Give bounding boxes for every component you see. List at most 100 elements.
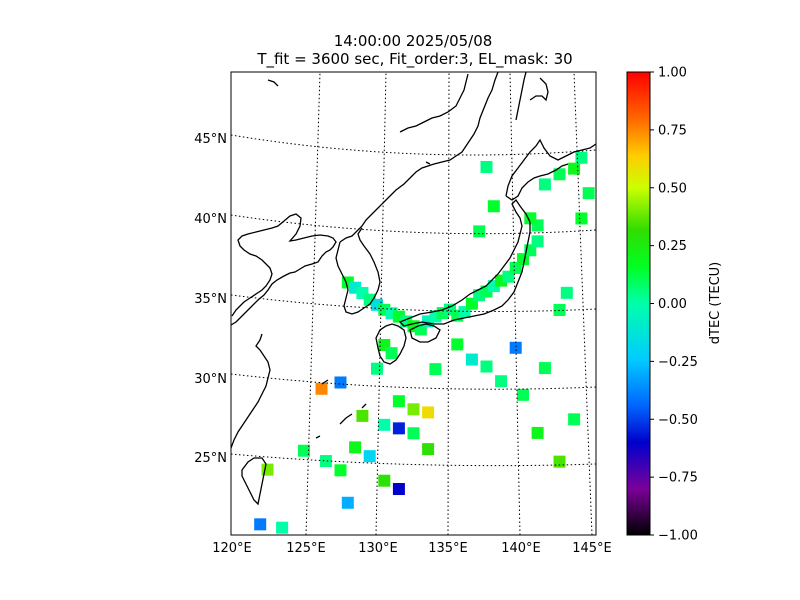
dtec-cell bbox=[363, 450, 376, 463]
dtec-cell bbox=[553, 168, 566, 181]
colorbar-fill bbox=[627, 72, 650, 535]
coastline-taiwan bbox=[241, 457, 267, 506]
dtec-cell bbox=[509, 341, 522, 354]
meridian-125 bbox=[305, 72, 321, 535]
lat-tick-label: 30°N bbox=[194, 372, 227, 387]
dtec-cell bbox=[276, 521, 289, 534]
dtec-cell bbox=[334, 376, 347, 389]
dtec-cell bbox=[261, 463, 274, 476]
parallel-30 bbox=[231, 373, 596, 390]
dtec-cell bbox=[422, 443, 435, 456]
parallel-45 bbox=[231, 134, 596, 156]
coastline-ryukyu bbox=[315, 379, 367, 439]
dtec-cell bbox=[568, 162, 581, 175]
coastline-kyushu bbox=[375, 323, 407, 365]
longitude-tick-labels: 120°E 125°E 130°E 135°E 140°E 145°E bbox=[212, 541, 612, 556]
coastlines bbox=[231, 72, 596, 506]
dtec-cell bbox=[473, 225, 486, 238]
dtec-cell bbox=[487, 200, 500, 213]
colorbar-tick-label: 1.00 bbox=[658, 66, 687, 81]
dtec-cell bbox=[429, 363, 442, 376]
colorbar-label: dTEC (TECU) bbox=[708, 262, 723, 345]
coastline-honshu bbox=[398, 198, 531, 327]
dtec-cell bbox=[319, 455, 332, 468]
parallel-25 bbox=[231, 453, 596, 467]
dtec-cell bbox=[371, 362, 383, 375]
meridian-140 bbox=[509, 72, 521, 535]
colorbar-tick-label: −0.25 bbox=[658, 355, 698, 370]
chart-title-line2: T_fit = 3600 sec, Fit_order:3, EL_mask: … bbox=[256, 50, 572, 69]
dtec-cell bbox=[298, 444, 310, 457]
dtec-cell bbox=[568, 413, 581, 426]
dtec-cell bbox=[349, 441, 362, 454]
lon-tick-label: 130°E bbox=[358, 541, 398, 556]
colorbar-ticks: 1.00 0.75 0.50 0.25 0.00 −0.25 −0.50 −0.75 −1.00 bbox=[650, 66, 698, 544]
lat-tick-label: 35°N bbox=[194, 292, 227, 307]
meridian-145 bbox=[573, 72, 593, 535]
parallel-35 bbox=[231, 294, 596, 313]
coastline-china-south bbox=[231, 333, 271, 449]
colorbar-tick-label: 0.00 bbox=[658, 297, 687, 312]
dtec-cell bbox=[480, 160, 493, 173]
lat-tick-label: 45°N bbox=[194, 132, 227, 147]
colorbar-tick-label: 0.75 bbox=[658, 123, 687, 138]
coastline-korea bbox=[335, 72, 499, 315]
dtec-cell bbox=[356, 409, 369, 422]
dtec-cell bbox=[582, 187, 595, 200]
coastline-russia-east bbox=[399, 73, 469, 133]
colorbar-tick-label: 0.50 bbox=[658, 181, 687, 196]
latitude-tick-labels: 25°N 30°N 35°N 40°N 45°N bbox=[194, 132, 227, 466]
parallel-40 bbox=[231, 214, 596, 235]
map-background bbox=[231, 72, 596, 535]
dtec-cell bbox=[575, 151, 588, 164]
dtec-cell bbox=[378, 418, 391, 431]
dtec-cell bbox=[465, 353, 478, 366]
dtec-cell bbox=[392, 483, 405, 496]
coastline-asia-mainland bbox=[231, 213, 337, 326]
dtec-cell bbox=[560, 286, 573, 299]
dtec-cell bbox=[334, 464, 347, 477]
dtec-cell bbox=[385, 347, 398, 360]
lon-tick-label: 120°E bbox=[212, 541, 252, 556]
dtec-cell bbox=[407, 403, 420, 416]
dtec-cell bbox=[341, 496, 354, 509]
colorbar-tick-label: −1.00 bbox=[658, 529, 698, 544]
dtec-cell bbox=[254, 518, 267, 531]
map-panel: 25°N 30°N 35°N 40°N 45°N 120°E 125°E 130°E 135°… bbox=[194, 71, 612, 556]
dtec-cell bbox=[392, 422, 405, 435]
dtec-cell bbox=[538, 178, 551, 191]
coastline-sakhalin bbox=[515, 72, 549, 121]
dtec-cell bbox=[538, 362, 551, 375]
dtec-cell bbox=[422, 406, 435, 419]
lon-tick-label: 125°E bbox=[286, 541, 326, 556]
dtec-cell bbox=[553, 455, 566, 468]
dtec-data-layer bbox=[254, 151, 595, 534]
dtec-cell bbox=[392, 395, 405, 408]
map-frame bbox=[230, 71, 597, 536]
coastline-small-islands bbox=[267, 79, 431, 165]
coastline-shikoku bbox=[409, 323, 441, 343]
dtec-cell bbox=[407, 427, 420, 440]
colorbar: 1.00 0.75 0.50 0.25 0.00 −0.25 −0.50 −0.75 −1.00… bbox=[626, 66, 723, 544]
lat-tick-label: 25°N bbox=[194, 451, 227, 466]
colorbar-tick-label: 0.25 bbox=[658, 239, 687, 254]
chart-title-line1: 14:00:00 2025/05/08 bbox=[334, 32, 493, 50]
dtec-cell bbox=[575, 212, 588, 225]
lon-tick-label: 135°E bbox=[428, 541, 468, 556]
lat-tick-label: 40°N bbox=[194, 212, 227, 227]
meridian-135 bbox=[447, 72, 450, 535]
dtec-cell bbox=[378, 474, 391, 487]
dtec-cell bbox=[531, 235, 544, 248]
meridian-130 bbox=[375, 72, 387, 535]
colorbar-tick-label: −0.50 bbox=[658, 413, 698, 428]
lon-tick-label: 145°E bbox=[572, 541, 612, 556]
dtec-cell bbox=[315, 382, 328, 395]
dtec-cell bbox=[451, 338, 464, 351]
dtec-cell bbox=[517, 388, 529, 401]
graticule bbox=[231, 72, 596, 535]
colorbar-tick-label: −0.75 bbox=[658, 471, 698, 486]
dtec-cell bbox=[531, 426, 544, 439]
dtec-cell bbox=[480, 360, 493, 373]
lon-tick-label: 140°E bbox=[501, 541, 541, 556]
